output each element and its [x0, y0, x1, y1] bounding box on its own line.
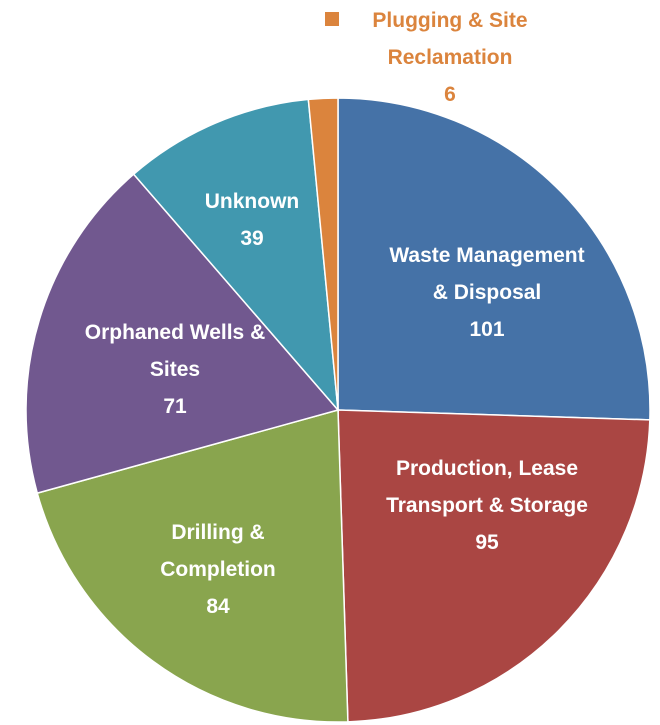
category-label: Drilling & Completion — [160, 521, 276, 581]
slice-label: Waste Management & Disposal 101 — [382, 237, 592, 348]
value-label: 95 — [475, 531, 499, 554]
legend-swatch — [325, 12, 339, 26]
value-label: 84 — [206, 595, 230, 618]
category-label: Production, Lease Transport & Storage — [386, 457, 588, 517]
category-label: Waste Management & Disposal — [389, 244, 585, 304]
category-label: Unknown — [204, 190, 300, 213]
pie-slice — [132, 98, 339, 413]
pie-slice — [307, 97, 339, 411]
slice-label: Unknown 39 — [182, 183, 322, 257]
slice-label: Production, Lease Transport & Storage 95 — [362, 450, 612, 561]
value-label: 101 — [469, 318, 505, 341]
value-label: 6 — [444, 83, 456, 106]
slice-label: Plugging & Site Reclamation 6 — [345, 2, 555, 113]
category-label: Plugging & Site Reclamation — [372, 9, 528, 69]
slice-label: Drilling & Completion 84 — [123, 514, 313, 625]
value-label: 39 — [240, 227, 264, 250]
pie-slice — [25, 173, 340, 495]
pie-slice — [36, 409, 349, 723]
category-label: Orphaned Wells & Sites — [84, 321, 266, 381]
slice-label: Orphaned Wells & Sites 71 — [75, 314, 275, 425]
pie-slice — [337, 97, 651, 421]
value-label: 71 — [163, 395, 187, 418]
pie-slice — [337, 409, 651, 723]
